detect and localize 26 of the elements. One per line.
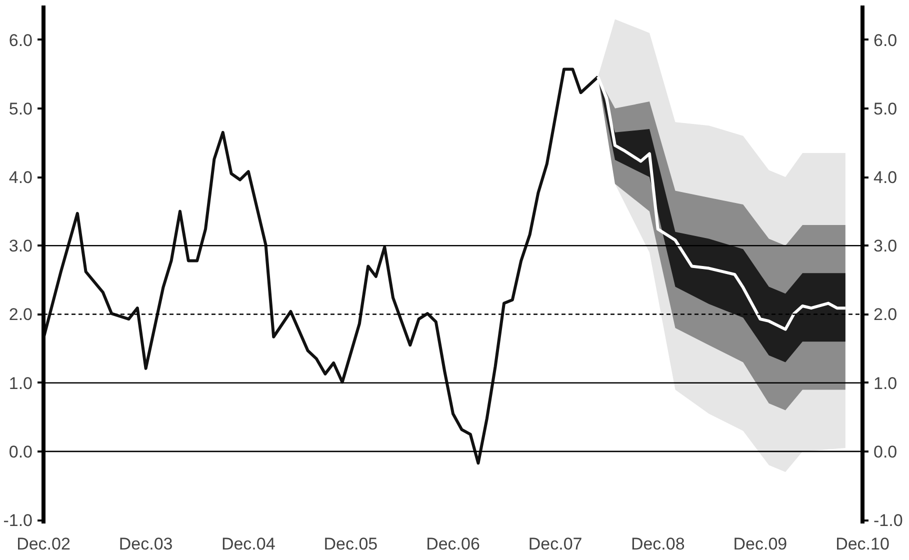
x-tick-label: Dec.05 [324, 534, 378, 554]
y-tick-label: 1.0 [8, 374, 33, 393]
line-series [44, 68, 600, 465]
y2-tick-label: -1.0 [874, 511, 903, 530]
y-tick-label: 3.0 [8, 236, 33, 256]
x-tick-label: Dec.04 [221, 534, 276, 554]
x-tick-label: Dec.08 [630, 534, 685, 554]
y-tick-label: 5.0 [8, 99, 33, 118]
x-tick-label: Dec.03 [118, 534, 173, 554]
x-tick-label: Dec.06 [426, 534, 480, 554]
y2-tick-label: 3.0 [874, 236, 898, 256]
y-tick-label: -1.0 [3, 511, 33, 530]
y2-tick-label: 6.0 [874, 30, 898, 50]
y-tick-label: 2.0 [8, 305, 33, 324]
x-tick-label: Dec.10 [836, 534, 890, 554]
y2-tick-label: 2.0 [874, 305, 898, 324]
y-tick-label: 4.0 [8, 168, 33, 188]
y2-tick-label: 0.0 [874, 442, 898, 462]
x-tick-label: Dec.09 [733, 534, 788, 554]
y-tick-label: 6.0 [8, 30, 33, 50]
x-tick-label: Dec.07 [528, 534, 582, 554]
y2-tick-label: 1.0 [874, 374, 898, 393]
y-tick-label: 0.0 [8, 442, 33, 462]
y2-tick-label: 5.0 [874, 99, 898, 118]
x-tick-label: Dec.02 [16, 534, 70, 554]
y2-tick-label: 4.0 [874, 168, 898, 188]
